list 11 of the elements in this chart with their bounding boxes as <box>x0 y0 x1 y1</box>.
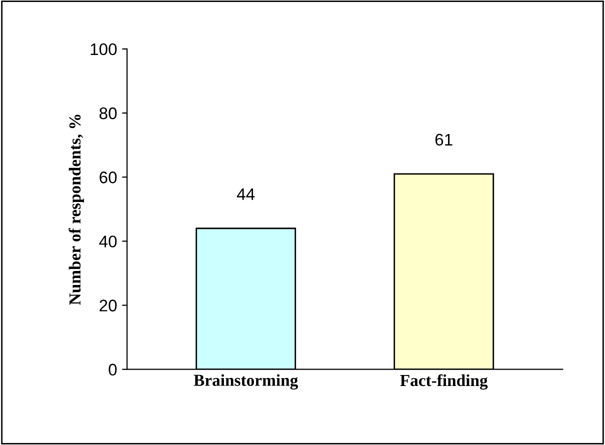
y-tick-label: 80 <box>100 107 117 120</box>
x-tick-label: Fact-finding <box>400 374 488 390</box>
y-tick-label: 0 <box>108 364 117 376</box>
data-label: 44 <box>236 188 255 200</box>
y-axis-title: Number of respondents, % <box>68 114 84 305</box>
x-tick-label: Brainstorming <box>194 374 298 390</box>
y-tick-label: 60 <box>100 172 117 184</box>
y-tick-label: 20 <box>100 300 117 312</box>
y-tick-label: 100 <box>90 43 117 56</box>
y-tick-label: 40 <box>99 236 117 248</box>
data-label: 61 <box>435 134 452 146</box>
